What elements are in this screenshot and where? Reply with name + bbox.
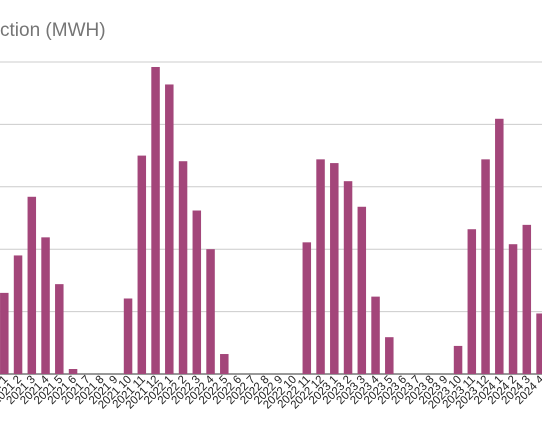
bar-2023-4 [371, 296, 380, 374]
bar-2021-2 [13, 255, 23, 374]
bar-2021-3 [27, 196, 37, 374]
bar-2023-2 [343, 181, 353, 374]
bar-2023-11 [467, 229, 477, 374]
chart-title: ction (MWH) [0, 20, 106, 41]
bar-2022-12 [316, 159, 325, 374]
bar-2022-4 [206, 249, 215, 374]
bar-2023-3 [357, 206, 367, 374]
bar-2021-6 [68, 369, 78, 374]
bar-2024-2 [508, 244, 518, 374]
bar-2021-5 [55, 284, 64, 374]
bar-2022-3 [192, 210, 202, 374]
bar-2024-1 [495, 118, 504, 374]
bar-2021-10 [123, 298, 133, 374]
bar-2021-12 [151, 66, 160, 374]
gridlines [0, 61, 542, 375]
bar-2023-12 [481, 159, 490, 374]
bar-2021-1 [0, 292, 9, 374]
bar-2023-10 [453, 345, 463, 374]
bars [0, 66, 542, 375]
bar-2022-11 [302, 242, 312, 374]
bar-2022-5 [220, 354, 229, 374]
bar-2024-4 [536, 313, 542, 374]
bar-2021-4 [41, 237, 50, 374]
bar-2021-11 [137, 155, 147, 374]
bar-2022-2 [178, 161, 188, 374]
bar-2022-1 [165, 84, 174, 375]
bar-2024-3 [522, 224, 532, 374]
bar-2023-5 [385, 337, 394, 374]
bar-2023-1 [330, 163, 339, 374]
